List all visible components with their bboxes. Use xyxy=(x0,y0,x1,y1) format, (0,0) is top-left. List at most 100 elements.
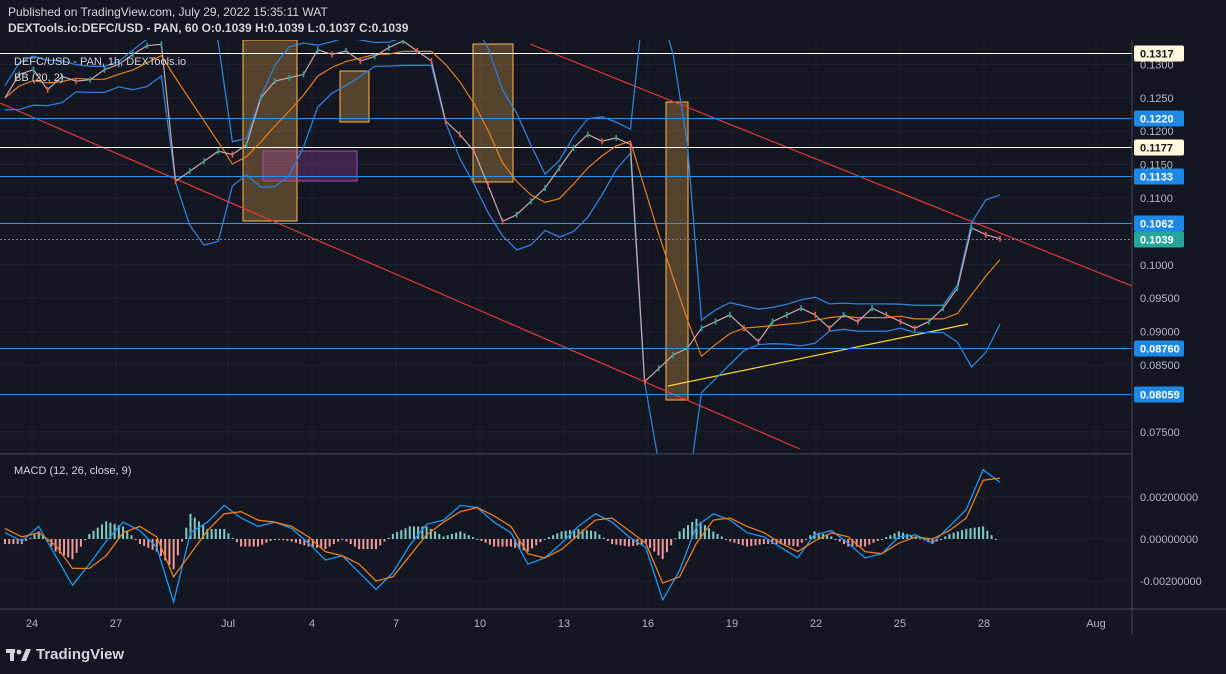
time-tick: 22 xyxy=(810,618,822,630)
macd-histogram-bar xyxy=(488,539,491,545)
signal-line xyxy=(4,477,1001,584)
chart-legends: DEFC/USD - PAN, 1h, DEXTools.io BB (20, … xyxy=(14,56,186,477)
macd-histogram-bar xyxy=(695,518,698,539)
trendline-lower-red xyxy=(0,102,801,450)
macd-histogram-bar xyxy=(265,539,268,543)
macd-histogram-bar xyxy=(299,539,302,545)
macd-histogram-bar xyxy=(181,539,184,542)
macd-histogram-bar xyxy=(450,533,453,539)
macd-histogram-bar xyxy=(724,539,727,540)
macd-histogram-bar xyxy=(311,539,314,548)
tradingview-logo[interactable]: TradingView xyxy=(6,646,124,663)
macd-histogram-bar xyxy=(834,539,837,540)
macd-histogram-bar xyxy=(189,513,192,539)
published-line: Published on TradingView.com, July 29, 2… xyxy=(8,5,328,19)
macd-histogram-bar xyxy=(223,528,226,539)
macd-histogram-bar xyxy=(880,539,883,540)
macd-line xyxy=(4,468,1001,605)
macd-histogram-bar xyxy=(864,539,867,547)
macd-histogram-bar xyxy=(269,539,272,541)
macd-histogram-bar xyxy=(345,539,348,542)
time-tick: Aug xyxy=(1086,618,1106,630)
macd-histogram-bar xyxy=(939,539,942,540)
macd-histogram-bar xyxy=(674,538,677,540)
macd-histogram-bar xyxy=(716,533,719,539)
macd-histogram-bar xyxy=(885,537,888,539)
macd-histogram-bar xyxy=(961,530,964,539)
macd-histogram-bar xyxy=(455,532,458,539)
macd-histogram-bar xyxy=(665,539,668,553)
macd-histogram-bar xyxy=(25,539,28,541)
macd-histogram-bar xyxy=(172,539,175,570)
macd-histogram-bar xyxy=(615,539,618,545)
macd-histogram-bar xyxy=(948,533,951,539)
macd-histogram-bar xyxy=(602,537,605,539)
macd-histogram-bar xyxy=(58,539,61,554)
macd-histogram-bar xyxy=(682,528,685,539)
macd-histogram-bar xyxy=(990,535,993,539)
macd-histogram-bar xyxy=(63,539,66,556)
macd-histogram-bar xyxy=(244,539,247,547)
time-axis[interactable]: 24 27 Jul 4 7 10 13 16 19 22 25 28 Aug xyxy=(26,618,1106,630)
macd-tick: 0.00000000 xyxy=(1140,534,1198,546)
macd-histogram-bar xyxy=(417,526,420,539)
macd-histogram-bar xyxy=(151,539,154,550)
macd-histogram-bar xyxy=(105,521,108,539)
macd-histogram-bar xyxy=(168,539,171,565)
macd-histogram-bar xyxy=(986,530,989,539)
macd-histogram-bar xyxy=(514,539,517,548)
macd-histogram-bar xyxy=(733,539,736,543)
macd-histogram-bar xyxy=(661,539,664,560)
macd-histogram-bar xyxy=(434,531,437,539)
price-level-label: 0.1039 xyxy=(1134,231,1184,248)
macd-histogram-bar xyxy=(471,537,474,539)
macd-histogram-bar xyxy=(421,526,424,539)
macd-histogram-bar xyxy=(484,539,487,543)
macd-histogram-bar xyxy=(859,539,862,547)
macd-histogram-bar xyxy=(855,539,858,547)
macd-histogram-bar xyxy=(826,535,829,539)
macd-histogram-bar xyxy=(147,539,150,548)
macd-histogram-bar xyxy=(214,528,217,539)
legend-bb[interactable]: BB (20, 2) xyxy=(14,72,64,84)
macd-histogram-bar xyxy=(581,529,584,539)
price-axis[interactable]: 0.13000.12500.12000.11500.11000.10000.09… xyxy=(1140,59,1180,438)
price-series xyxy=(4,40,1001,385)
macd-histogram-bar xyxy=(210,528,213,539)
macd-histogram-bar xyxy=(117,525,120,539)
time-tick: 4 xyxy=(309,618,315,630)
legend-main[interactable]: DEFC/USD - PAN, 1h, DEXTools.io xyxy=(14,56,186,68)
macd-histogram-bar xyxy=(227,533,230,539)
macd-histogram-bar xyxy=(96,527,99,539)
macd-histogram-bar xyxy=(918,538,921,540)
price-tick: 0.1000 xyxy=(1140,260,1174,272)
price-tick: 0.1200 xyxy=(1140,126,1174,138)
macd-histogram-bar xyxy=(585,530,588,539)
symbol-name[interactable]: DEXTools.io:DEFC/USD - PAN, 60 xyxy=(8,21,199,35)
macd-histogram-bar xyxy=(535,539,538,546)
macd-histogram-bar xyxy=(543,539,546,540)
macd-axis[interactable]: 0.00200000 0.00000000 -0.00200000 xyxy=(1140,492,1202,588)
legend-macd[interactable]: MACD (12, 26, close, 9) xyxy=(14,465,131,477)
tradingview-logo-text: TradingView xyxy=(36,646,125,663)
time-tick: Jul xyxy=(221,618,235,630)
macd-histogram-bar xyxy=(657,539,660,556)
chart-header: Published on TradingView.com, July 29, 2… xyxy=(8,4,408,36)
macd-histogram-bar xyxy=(67,539,70,558)
macd-histogram-bar xyxy=(341,539,344,540)
macd-histogram-bar xyxy=(290,539,293,542)
macd-histogram-bar xyxy=(783,539,786,545)
price-tick: 0.07500 xyxy=(1140,427,1180,439)
macd-histogram-bar xyxy=(493,539,496,547)
macd-histogram-bar xyxy=(320,539,323,549)
macd-histogram-bar xyxy=(539,539,542,543)
macd-histogram-bar xyxy=(754,539,757,546)
macd-histogram-bar xyxy=(8,539,11,545)
macd-histogram-bar xyxy=(505,539,508,547)
price-level-label: 0.08760 xyxy=(1134,340,1184,357)
macd-histogram-bar xyxy=(935,539,938,542)
ohlc-values: O:0.1039 H:0.1039 L:0.1037 C:0.1039 xyxy=(201,21,409,35)
time-tick: 19 xyxy=(726,618,738,630)
tradingview-logo-icon xyxy=(6,648,31,661)
